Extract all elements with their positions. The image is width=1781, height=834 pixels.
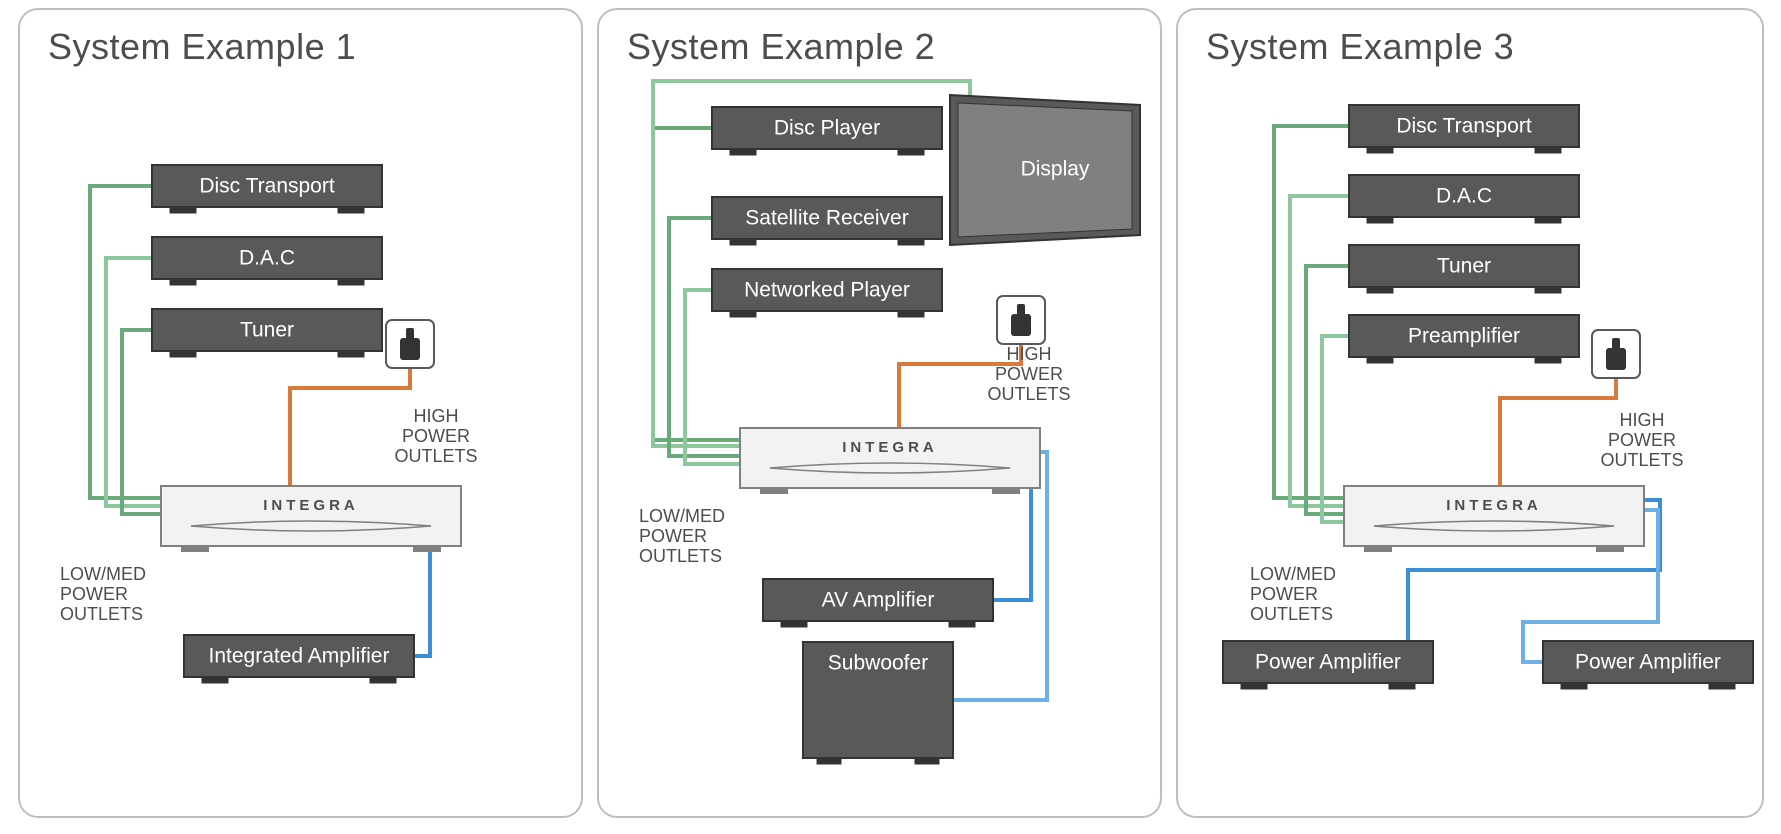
panel-p1: System Example 1Disc TransportD.A.CTuner… (18, 8, 583, 818)
svg-text:INTEGRA: INTEGRA (1446, 497, 1542, 514)
svg-text:D.A.C: D.A.C (1436, 185, 1492, 208)
cable-green (1290, 196, 1349, 506)
svg-text:Power Amplifier: Power Amplifier (1575, 651, 1721, 674)
device-pa1: Power Amplifier (1223, 641, 1433, 689)
cable-green (669, 218, 744, 456)
device-display: Display (950, 95, 1140, 245)
caption: LOW/MEDPOWEROUTLETS (639, 506, 725, 566)
svg-text:LOW/MED: LOW/MED (1250, 564, 1336, 584)
cable-green (1274, 126, 1349, 498)
svg-text:Preamplifier: Preamplifier (1408, 325, 1520, 348)
svg-text:Tuner: Tuner (240, 319, 294, 342)
cable-green (122, 330, 165, 514)
svg-text:Power Amplifier: Power Amplifier (1255, 651, 1401, 674)
device-dac: D.A.C (1349, 175, 1579, 223)
integra-hub: INTEGRA (161, 486, 461, 552)
wall-socket-icon (386, 320, 434, 368)
device-dac: D.A.C (152, 237, 382, 285)
panel-p3: System Example 3Disc TransportD.A.CTuner… (1176, 8, 1764, 818)
svg-text:Disc Transport: Disc Transport (1396, 115, 1532, 138)
cable-orange (290, 368, 410, 486)
svg-text:LOW/MED: LOW/MED (60, 564, 146, 584)
svg-text:POWER: POWER (1608, 430, 1676, 450)
svg-text:POWER: POWER (639, 526, 707, 546)
caption: LOW/MEDPOWEROUTLETS (60, 564, 146, 624)
svg-text:HIGH: HIGH (1007, 344, 1052, 364)
svg-text:HIGH: HIGH (1620, 410, 1665, 430)
svg-text:AV Amplifier: AV Amplifier (822, 589, 935, 612)
device-layer: Disc Player Satellite Receiver Networked P… (639, 95, 1140, 764)
caption: HIGHPOWEROUTLETS (987, 344, 1070, 404)
device-disc_transport: Disc Transport (152, 165, 382, 213)
svg-text:Display: Display (1021, 158, 1090, 181)
device-integrated_amp: Integrated Amplifier (184, 635, 414, 683)
svg-text:INTEGRA: INTEGRA (263, 497, 359, 514)
device-pa2: Power Amplifier (1543, 641, 1753, 689)
svg-text:Subwoofer: Subwoofer (828, 652, 928, 675)
svg-text:OUTLETS: OUTLETS (394, 446, 477, 466)
svg-text:Disc Transport: Disc Transport (199, 175, 335, 198)
svg-text:OUTLETS: OUTLETS (639, 546, 722, 566)
svg-text:Integrated Amplifier: Integrated Amplifier (209, 645, 390, 668)
caption: HIGHPOWEROUTLETS (1600, 410, 1683, 470)
svg-text:Tuner: Tuner (1437, 255, 1491, 278)
integra-hub: INTEGRA (740, 428, 1040, 494)
svg-text:INTEGRA: INTEGRA (842, 439, 938, 456)
caption: LOW/MEDPOWEROUTLETS (1250, 564, 1336, 624)
device-layer: Disc Transport D.A.C Tuner Preamplifier Powe… (1223, 105, 1753, 689)
svg-text:OUTLETS: OUTLETS (1600, 450, 1683, 470)
device-tuner: Tuner (152, 309, 382, 357)
svg-text:POWER: POWER (1250, 584, 1318, 604)
svg-text:POWER: POWER (60, 584, 128, 604)
cable-orange (1500, 378, 1616, 486)
diagram-root: System Example 1Disc TransportD.A.CTuner… (0, 0, 1781, 834)
svg-text:OUTLETS: OUTLETS (1250, 604, 1333, 624)
panel-p2: System Example 2Disc PlayerSatellite Rec… (597, 8, 1162, 818)
svg-text:Satellite Receiver: Satellite Receiver (745, 207, 908, 230)
wall-socket-icon (1592, 330, 1640, 378)
device-tuner: Tuner (1349, 245, 1579, 293)
cable-green (1306, 266, 1349, 514)
device-net_player: Networked Player (712, 269, 942, 317)
device-disc_transport: Disc Transport (1349, 105, 1579, 153)
svg-text:POWER: POWER (402, 426, 470, 446)
device-subwoofer: Subwoofer (803, 642, 953, 764)
svg-text:Disc Player: Disc Player (774, 117, 880, 140)
svg-text:D.A.C: D.A.C (239, 247, 295, 270)
device-sat_rx: Satellite Receiver (712, 197, 942, 245)
svg-text:LOW/MED: LOW/MED (639, 506, 725, 526)
device-disc_player: Disc Player (712, 107, 942, 155)
wall-socket-icon (997, 296, 1045, 344)
device-preamp: Preamplifier (1349, 315, 1579, 363)
svg-text:OUTLETS: OUTLETS (987, 384, 1070, 404)
cable-green (106, 258, 165, 506)
integra-hub: INTEGRA (1344, 486, 1644, 552)
caption: HIGHPOWEROUTLETS (394, 406, 477, 466)
svg-text:OUTLETS: OUTLETS (60, 604, 143, 624)
svg-text:HIGH: HIGH (414, 406, 459, 426)
svg-text:Networked Player: Networked Player (744, 279, 910, 302)
svg-text:POWER: POWER (995, 364, 1063, 384)
device-av_amp: AV Amplifier (763, 579, 993, 627)
